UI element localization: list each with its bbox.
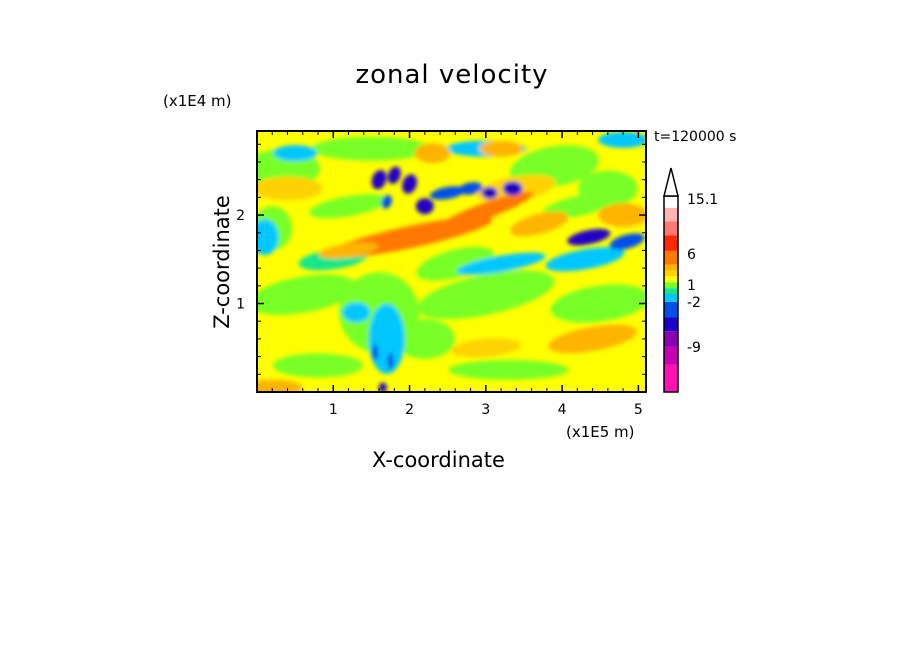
field-patch (257, 176, 323, 201)
colorbar-label: 1 (687, 278, 696, 294)
blue-band (567, 228, 611, 246)
field-patch (609, 233, 645, 250)
field-patch (368, 303, 405, 374)
x-tick-label: 1 (329, 402, 338, 418)
field-patch (387, 166, 401, 184)
field-patch (311, 136, 432, 161)
field-patch (510, 211, 569, 237)
colorbar-band (664, 196, 678, 208)
field-patch (448, 359, 569, 380)
colorbar: 15.1 6 1-2 -9 (663, 167, 718, 393)
colorbar-band (664, 221, 678, 236)
colorbar-band (664, 207, 678, 222)
colorbar-label: 15.1 (687, 192, 718, 208)
colorbar-band (664, 346, 678, 365)
field-patch (417, 270, 555, 320)
field-patch (273, 145, 318, 162)
y-axis-unit: (x1E4 m) (163, 92, 232, 110)
field-patch (381, 194, 392, 209)
field-patch (479, 140, 524, 157)
x-tick-label: 2 (405, 402, 414, 418)
field-patch (545, 247, 625, 272)
x-axis-unit: (x1E5 m) (566, 423, 635, 441)
field-patch (415, 198, 434, 215)
field-patch (438, 191, 533, 230)
x-axis-label: X-coordinate (372, 448, 505, 472)
colorbar-band (664, 282, 678, 289)
field-patch (550, 284, 646, 323)
field-patch (387, 353, 394, 370)
colorbar-band (664, 301, 678, 318)
field-patch (318, 242, 379, 259)
field-patch (414, 143, 451, 164)
field-patch (257, 219, 279, 256)
colorbar-label: -9 (687, 340, 701, 356)
field-patch (548, 324, 637, 354)
field-patch (598, 131, 646, 148)
axes: 1 2 3 4 5 1 2 (236, 131, 646, 418)
x-tick-label: 3 (481, 402, 490, 418)
field-patch (456, 252, 546, 275)
x-tick-label: 5 (634, 402, 643, 418)
colorbar-label: -2 (687, 295, 701, 311)
x-tick-label: 4 (558, 402, 567, 418)
colorbar-band (664, 317, 678, 332)
field-patch (372, 344, 379, 361)
colorbar-band (664, 331, 678, 347)
field-patch (502, 181, 523, 196)
colorbar-band (664, 235, 678, 251)
field-patch (257, 274, 358, 315)
field-patch (481, 186, 498, 199)
y-tick-label: 2 (236, 208, 245, 224)
field-patch (450, 338, 521, 358)
field-patch (394, 318, 455, 359)
chart-title: zonal velocity (355, 60, 549, 90)
colorbar-band (664, 250, 678, 265)
field-patch (416, 246, 495, 281)
colorbar-band (664, 364, 678, 392)
colorbar-band (664, 276, 678, 283)
field-patch (402, 174, 417, 194)
colorbar-extend-arrow (663, 167, 679, 197)
y-tick-label: 1 (236, 297, 245, 313)
velocity-field (257, 131, 646, 392)
colorbar-band (664, 264, 678, 271)
field-patch (309, 194, 388, 219)
field-patch (378, 382, 387, 392)
colorbar-label: 6 (687, 247, 696, 263)
field-patch (598, 203, 646, 228)
field-patch (458, 182, 483, 195)
field-patch (371, 169, 387, 190)
plot-frame (256, 130, 647, 393)
colorbar-band (664, 294, 678, 302)
field-patch (257, 379, 303, 392)
field-patch (273, 353, 364, 378)
colorbar-band (664, 288, 678, 294)
field-patch (429, 186, 466, 200)
time-label: t=120000 s (654, 129, 737, 145)
field-patch (342, 302, 371, 323)
colorbar-band (664, 270, 678, 277)
